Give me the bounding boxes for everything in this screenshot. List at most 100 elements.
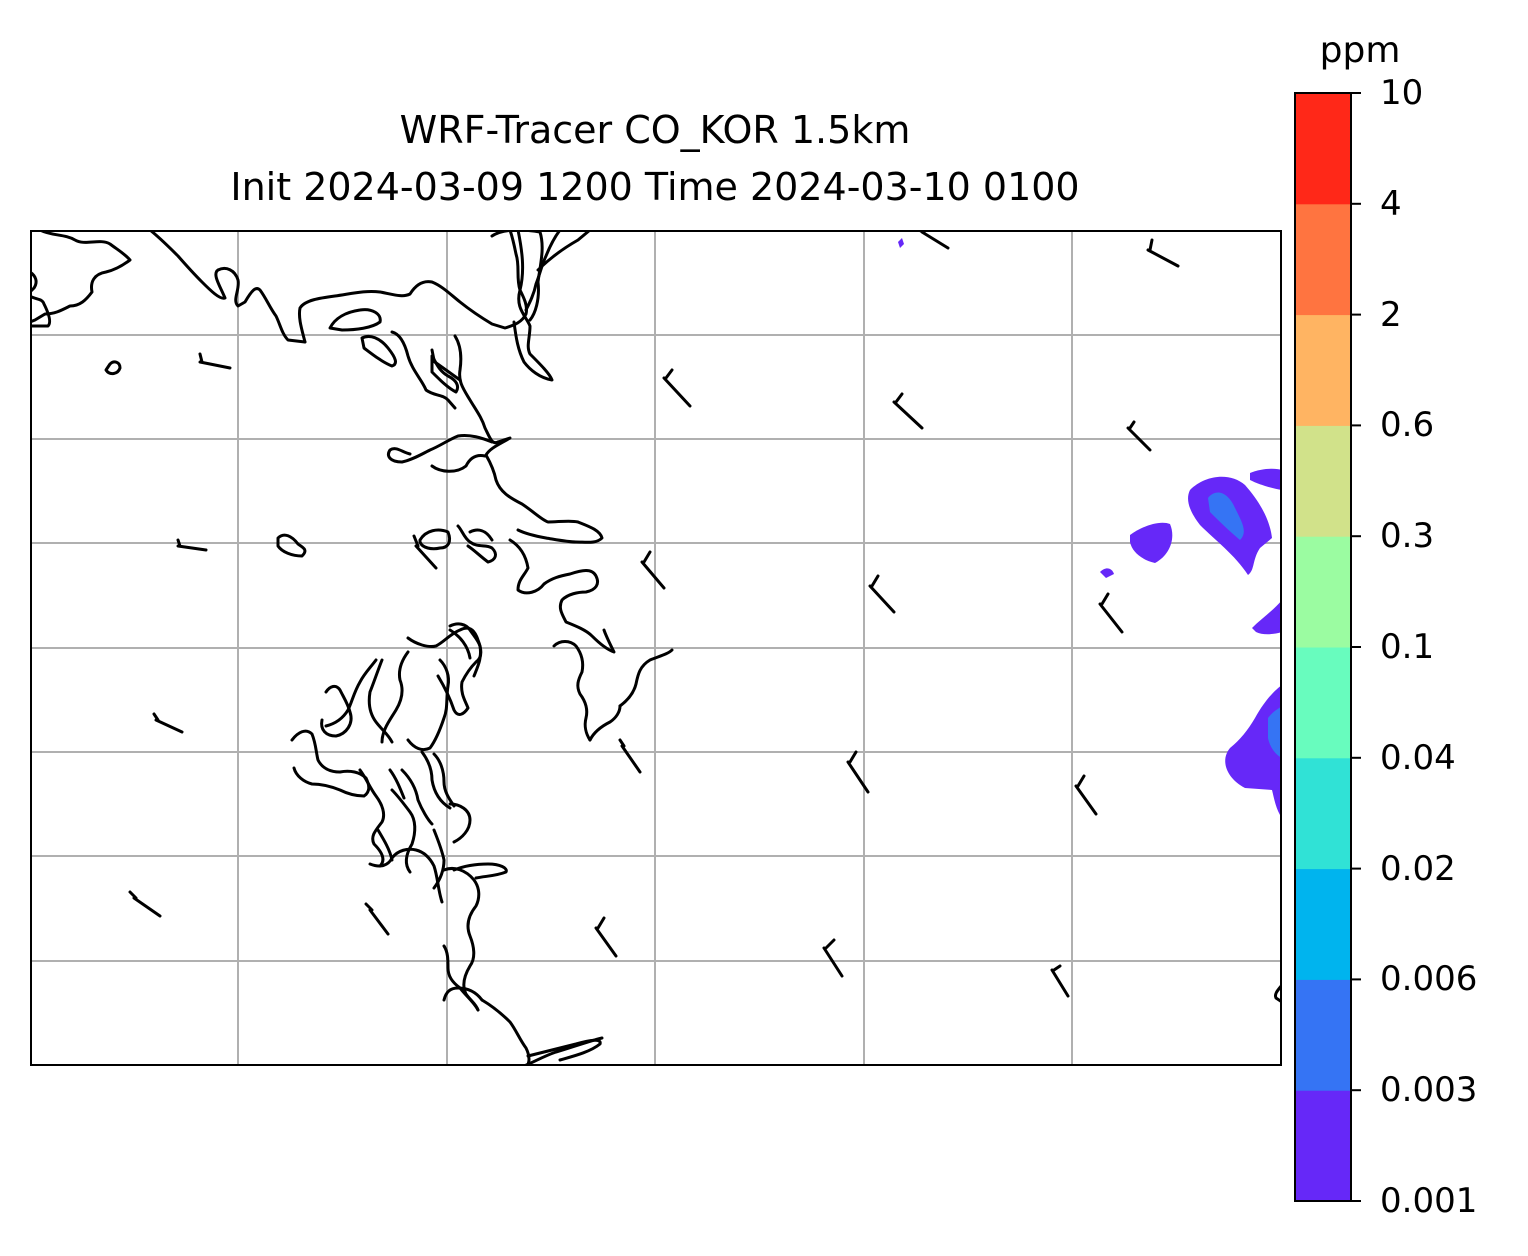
- coastline: [276, 533, 307, 558]
- colorbar-segment: [1295, 93, 1351, 205]
- colorbar-segments: [1295, 93, 1351, 1202]
- wind-barb: [364, 902, 390, 936]
- wind-barb: [822, 938, 844, 978]
- colorbar-tick-label: 0.02: [1380, 848, 1456, 889]
- coastline: [448, 628, 472, 660]
- plot-title-line-2: Init 2024-03-09 1200 Time 2024-03-10 010…: [230, 165, 1080, 209]
- colorbar-segment: [1295, 868, 1351, 980]
- coastline: [324, 658, 378, 728]
- tracer-contour-lowest: [898, 238, 904, 248]
- colorbar-tick-label: 4: [1380, 183, 1402, 224]
- colorbar-unit-label: ppm: [1319, 30, 1401, 71]
- wind-barb: [198, 352, 232, 370]
- coastline: [484, 436, 604, 544]
- coastline: [368, 847, 444, 904]
- colorbar-segment: [1295, 647, 1351, 759]
- coastline: [358, 768, 386, 868]
- colorbar-tick-label: 0.001: [1380, 1181, 1478, 1221]
- colorbar-frame: [1294, 92, 1352, 1202]
- coastline: [290, 729, 371, 798]
- tracer-contour-lowest: [1252, 600, 1282, 635]
- coastline: [390, 330, 457, 410]
- coastline: [367, 658, 394, 744]
- coastline: [406, 626, 483, 716]
- plot-title-line-1: WRF-Tracer CO_KOR 1.5km: [399, 108, 911, 152]
- wind-barb: [1098, 592, 1124, 634]
- coastline: [400, 768, 434, 826]
- colorbar-tick-label: 0.006: [1380, 959, 1478, 1000]
- coastline: [388, 768, 406, 800]
- map-frame: [30, 230, 1282, 1066]
- coastline: [442, 986, 484, 1002]
- tracer-contour-lowest: [1100, 568, 1114, 578]
- coastline: [320, 684, 353, 738]
- colorbar-tick-label: 0.3: [1380, 516, 1435, 557]
- tracer-contour-lowest: [1250, 468, 1282, 490]
- wind-barb: [892, 392, 924, 430]
- coastline: [420, 750, 452, 810]
- colorbar-tick-label: 0.003: [1380, 1070, 1478, 1111]
- coastline: [380, 650, 410, 744]
- wind-barb: [1074, 774, 1098, 816]
- coastline: [448, 802, 472, 844]
- coastline: [430, 354, 460, 394]
- coastline: [360, 334, 397, 368]
- tracer-contours: [898, 238, 1282, 818]
- wind-barb: [662, 368, 692, 408]
- coastline: [490, 230, 554, 382]
- tracer-contour-second: [1208, 492, 1244, 540]
- coastline: [536, 230, 592, 272]
- colorbar: [1294, 92, 1361, 1202]
- wind-barb: [412, 534, 438, 570]
- coastlines: [30, 230, 1282, 1066]
- colorbar-ticks: [1351, 92, 1361, 1202]
- coastline: [432, 828, 446, 890]
- coastline: [456, 524, 497, 564]
- coastline: [406, 658, 450, 752]
- coastline: [390, 788, 417, 874]
- coastline: [387, 434, 494, 464]
- wind-barb: [128, 890, 162, 918]
- coastline: [524, 230, 562, 312]
- coastline: [468, 528, 494, 542]
- colorbar-tick-label: 2: [1380, 294, 1402, 335]
- wind-barb: [430, 348, 462, 382]
- coastline: [430, 454, 487, 473]
- coastline: [104, 360, 122, 376]
- wind-barb: [152, 712, 184, 734]
- wind-barb: [1050, 964, 1070, 998]
- wind-barb: [846, 750, 870, 794]
- colorbar-segment: [1295, 757, 1351, 870]
- coastline: [508, 538, 616, 654]
- colorbar-segment: [1295, 979, 1351, 1091]
- coastline: [418, 528, 452, 551]
- colorbar-tick-label: 0.04: [1380, 737, 1456, 778]
- wind-barb: [916, 230, 950, 250]
- wind-barb: [640, 550, 666, 590]
- colorbar-segment: [1295, 314, 1351, 426]
- coastline: [328, 308, 382, 332]
- colorbar-segment: [1295, 1090, 1351, 1202]
- coastline: [618, 648, 674, 708]
- colorbar-tick-label: 0.6: [1380, 405, 1435, 446]
- wind-barb: [868, 574, 896, 614]
- coastline: [588, 704, 622, 742]
- coastline: [298, 230, 528, 344]
- coastline: [448, 622, 482, 678]
- coastline: [480, 998, 531, 1066]
- coastline: [30, 230, 132, 324]
- wind-barb: [618, 738, 642, 774]
- coastline: [452, 862, 508, 880]
- coastline: [552, 640, 592, 742]
- coastline: [148, 230, 307, 344]
- colorbar-tick-label: 0.1: [1380, 627, 1435, 667]
- colorbar-tick-label: 10: [1380, 73, 1424, 113]
- tracer-contour-lowest: [1225, 685, 1282, 818]
- map-panel: [30, 230, 1282, 1066]
- coastline: [442, 944, 480, 1012]
- wind-barb: [1126, 420, 1152, 452]
- wind-barb: [1146, 238, 1180, 268]
- coastline: [526, 1038, 602, 1062]
- gridlines: [30, 230, 1282, 1066]
